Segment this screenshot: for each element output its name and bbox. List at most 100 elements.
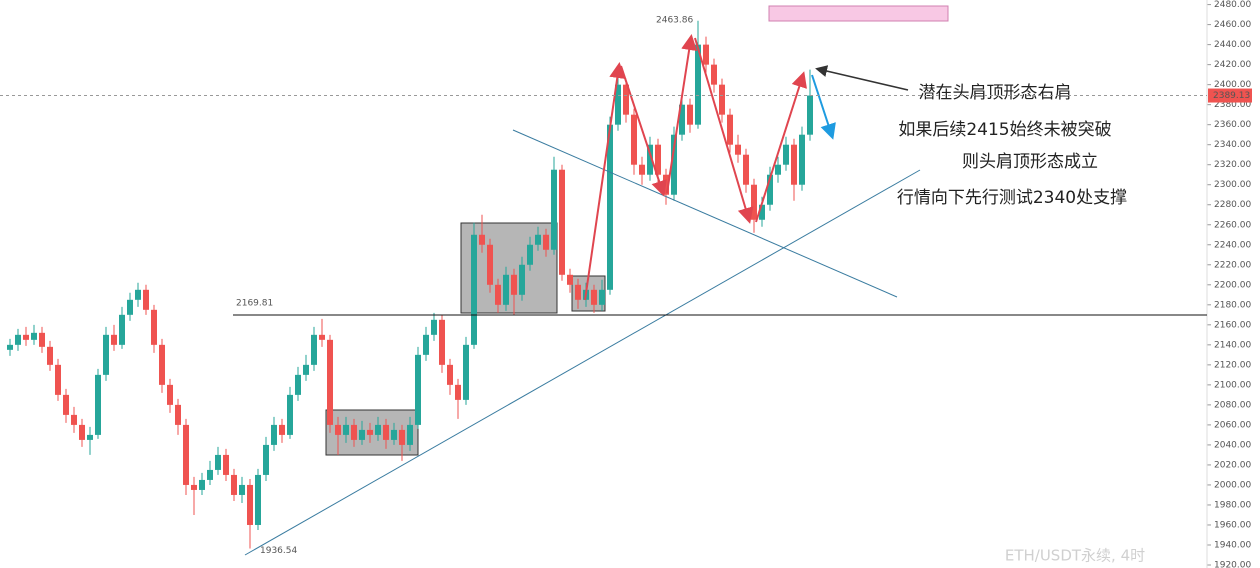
candle-body	[399, 429, 405, 445]
candle-body	[655, 144, 661, 175]
candle-body	[527, 244, 533, 265]
candle-body	[95, 374, 101, 435]
candle-body	[447, 364, 453, 385]
candle-body	[151, 309, 157, 345]
pointer-arrow	[815, 65, 909, 91]
candle-body	[591, 289, 597, 305]
y-tick-label: 2260.00	[1214, 220, 1251, 230]
low-label: 1936.54	[260, 546, 297, 556]
candle-body	[39, 332, 45, 347]
y-tick-label: 2080.00	[1214, 400, 1251, 410]
candle-body	[615, 84, 621, 125]
candle-body	[703, 44, 709, 65]
candle-body	[31, 332, 37, 340]
candle-body	[455, 384, 461, 400]
candle-body	[767, 174, 773, 205]
candle-body	[503, 274, 509, 305]
candle-body	[711, 64, 717, 85]
candle-body	[759, 204, 765, 220]
annotation: 则头肩顶形态成立	[962, 152, 1098, 172]
candle-body	[63, 394, 69, 415]
price-tag	[1208, 88, 1252, 103]
candle-body	[255, 474, 261, 525]
candle-body	[751, 184, 757, 220]
candle-body	[511, 274, 517, 295]
y-tick-label: 2420.00	[1214, 60, 1251, 70]
candle-body	[231, 474, 237, 495]
y-tick-label: 1940.00	[1214, 540, 1251, 550]
y-tick-label: 2400.00	[1214, 80, 1251, 90]
y-tick-label: 2200.00	[1214, 280, 1251, 290]
y-tick-label: 2460.00	[1214, 20, 1251, 30]
candle-body	[359, 429, 365, 440]
candle-body	[55, 364, 61, 395]
candle-body	[695, 44, 701, 125]
candle-body	[471, 234, 477, 345]
candle-body	[327, 339, 333, 425]
candle-body	[567, 274, 573, 285]
annotation: 如果后续2415始终未被突破	[898, 120, 1111, 140]
y-tick-label: 2220.00	[1214, 260, 1251, 270]
candle-body	[807, 95, 813, 135]
candle-body	[799, 134, 805, 185]
y-tick-label: 2380.00	[1214, 100, 1251, 110]
candle-body	[119, 314, 125, 345]
candle-body	[287, 394, 293, 435]
candle-body	[143, 289, 149, 310]
candle-body	[679, 104, 685, 135]
candle-body	[743, 154, 749, 185]
candle-body	[103, 334, 109, 375]
candle-body	[223, 454, 229, 475]
candle-body	[367, 429, 373, 435]
candle-body	[631, 114, 637, 165]
annotation: 潜在头肩顶形态右肩	[919, 83, 1072, 103]
candle-body	[383, 424, 389, 440]
candle-body	[487, 244, 493, 285]
candle-body	[263, 444, 269, 475]
candle-body	[783, 144, 789, 165]
candle-body	[495, 284, 501, 305]
candle-body	[639, 164, 645, 175]
y-tick-label: 2240.00	[1214, 240, 1251, 250]
y-tick-label: 2040.00	[1214, 440, 1251, 450]
candle-body	[271, 424, 277, 445]
candle-body	[295, 374, 301, 395]
annotation: 行情向下先行测试2340处支撑	[897, 188, 1127, 208]
candle-body	[727, 114, 733, 145]
trend-line	[244, 169, 921, 556]
candle-body	[791, 144, 797, 185]
candle-body	[671, 134, 677, 195]
y-tick-label: 2280.00	[1214, 200, 1251, 210]
candle-body	[719, 84, 725, 115]
candle-body	[167, 384, 173, 405]
candle-body	[191, 484, 197, 490]
candle-body	[391, 429, 397, 440]
pattern-arrows	[584, 34, 807, 301]
support-label: 2169.81	[236, 299, 273, 309]
candle-body	[623, 84, 629, 115]
candle-body	[279, 424, 285, 435]
candle-body	[647, 144, 653, 175]
candles	[7, 20, 813, 549]
candle-body	[519, 264, 525, 295]
candle-body	[311, 334, 317, 365]
candle-body	[423, 334, 429, 355]
candle-body	[343, 424, 349, 435]
candle-body	[543, 234, 549, 250]
candle-body	[335, 424, 341, 435]
y-tick-label: 2300.00	[1214, 180, 1251, 190]
y-tick-label: 2120.00	[1214, 360, 1251, 370]
y-tick-label: 1960.00	[1214, 520, 1251, 530]
y-tick-label: 1920.00	[1214, 561, 1251, 568]
candle-body	[535, 234, 541, 245]
neckline	[512, 129, 898, 298]
target-zone	[768, 5, 949, 22]
candle-body	[247, 484, 253, 525]
y-tick-label: 2180.00	[1214, 300, 1251, 310]
candle-body	[47, 346, 53, 365]
y-tick-label: 2440.00	[1214, 40, 1251, 50]
candle-body	[607, 124, 613, 290]
y-tick-label: 2000.00	[1214, 480, 1251, 490]
y-tick-label: 2160.00	[1214, 320, 1251, 330]
